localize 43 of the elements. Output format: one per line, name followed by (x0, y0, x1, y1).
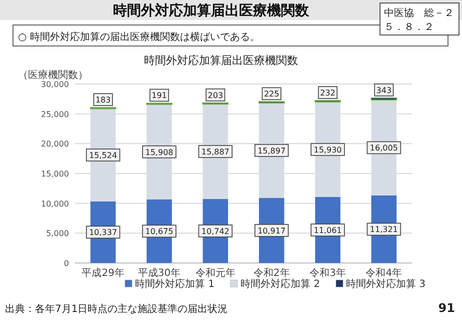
x-tick-label: 令和3年 (310, 267, 346, 279)
data-label: 10,675 (145, 227, 174, 236)
data-label: 232 (320, 88, 336, 98)
source-note: 出典：各年7月1日時点の主な施設基準の届出状況 (5, 303, 228, 315)
y-tick-label: 20,000 (41, 140, 69, 149)
data-label: 10,742 (201, 226, 230, 236)
data-label: 16,005 (370, 144, 398, 153)
data-label: 15,897 (258, 146, 286, 156)
data-label: 11,321 (370, 225, 398, 234)
data-label: 183 (95, 96, 111, 105)
text: 時間外対応加算届出医療機関数 (113, 2, 310, 19)
y-tick-label: 0 (64, 259, 69, 268)
legend-label: 時間外対応加算 2 (240, 278, 320, 290)
data-label: 15,524 (89, 151, 118, 160)
y-tick-label: 15,000 (41, 170, 69, 178)
data-label: 10,917 (258, 226, 286, 236)
y-tick-label: 30,000 (41, 80, 69, 89)
data-label: 203 (208, 90, 224, 100)
x-tick-label: 令和4年 (366, 267, 402, 279)
data-label: 11,061 (314, 226, 342, 235)
chart-subtitle: ○ 時間外対応加算の届出医療機関数は横ばいである。 (18, 31, 260, 43)
y-tick-label: 25,000 (41, 110, 69, 119)
data-label: 343 (376, 86, 392, 95)
y-tick-label: 10,000 (41, 199, 69, 208)
bar (370, 97, 398, 100)
x-tick-label: 令和2年 (253, 267, 290, 279)
y-tick-label: 5,000 (46, 229, 69, 238)
legend-label: 時間外対応加算 1 (135, 278, 215, 290)
legend-label: 時間外対応加算 3 (346, 278, 426, 290)
data-label: 15,908 (145, 148, 174, 157)
data-label: 10,337 (89, 228, 118, 238)
text: ５．８．２ (384, 22, 434, 33)
x-tick-label: 令和元年 (195, 267, 236, 279)
x-tick-label: 平成30年 (138, 267, 181, 279)
x-tick-label: 平成29年 (82, 267, 124, 279)
data-label: 191 (152, 91, 167, 100)
text: 91 (438, 301, 455, 315)
text: 中医協 総－２ (384, 7, 454, 19)
data-label: 225 (264, 90, 280, 99)
chart-title: 時間外対応加算届出医療機関数 (144, 54, 298, 67)
data-label: 15,887 (201, 148, 230, 157)
y-axis-title: （医療機関数） (18, 69, 88, 81)
data-label: 15,930 (314, 145, 342, 154)
